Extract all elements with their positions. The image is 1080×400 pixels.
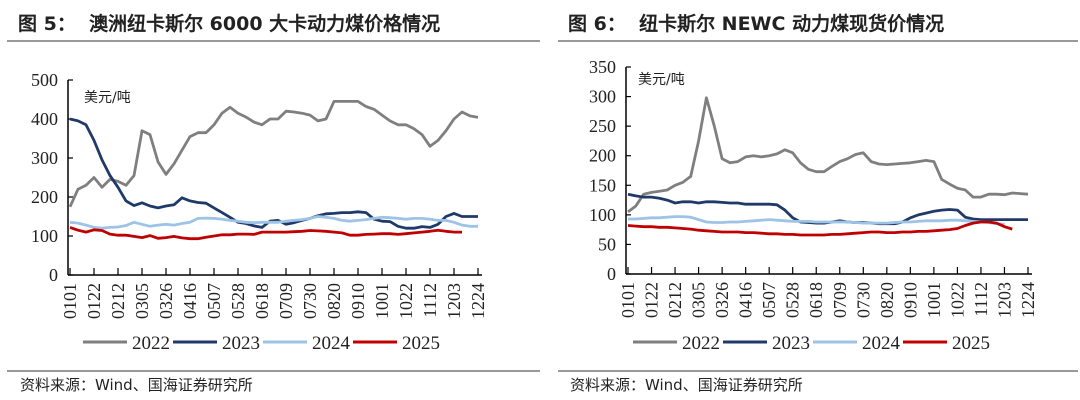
x-tick-label: 1112 xyxy=(971,282,991,317)
x-tick-label: 0820 xyxy=(877,282,897,318)
legend-label-2025: 2025 xyxy=(952,333,990,354)
x-tick-label: 0730 xyxy=(300,283,320,319)
series-line-2024 xyxy=(628,215,1005,226)
series-line-2025 xyxy=(627,220,1013,237)
x-tick-label: 0618 xyxy=(252,283,272,319)
y-unit-label-right: 美元/吨 xyxy=(638,72,685,88)
x-tick-label: 0528 xyxy=(228,283,248,319)
series-line-2025 xyxy=(69,226,462,241)
y-tick-label: 100 xyxy=(31,226,58,246)
x-tick-label: 0326 xyxy=(712,282,732,318)
y-tick-label: 250 xyxy=(589,116,616,136)
legend-label-2023: 2023 xyxy=(222,333,260,354)
series-line-2022 xyxy=(68,100,479,208)
source-note-right: 资料来源：Wind、国海证券研究所 xyxy=(570,376,803,394)
y-tick-label: 0 xyxy=(49,265,58,285)
x-tick-label: 0305 xyxy=(689,282,709,318)
series-line-2022 xyxy=(627,96,1029,214)
y-tick-label: 500 xyxy=(31,70,58,90)
legend-label-2025: 2025 xyxy=(402,333,440,354)
legend-label-2024: 2024 xyxy=(312,333,351,354)
x-tick-label: 1203 xyxy=(994,282,1014,318)
x-tick-label: 0416 xyxy=(736,282,756,318)
x-tick-label: 0507 xyxy=(204,283,224,319)
x-tick-label: 1022 xyxy=(396,283,416,319)
x-tick-label: 0528 xyxy=(783,282,803,318)
series-line-2023 xyxy=(627,192,1028,226)
legend-label-2024: 2024 xyxy=(862,333,901,354)
legend-label-2022: 2022 xyxy=(682,333,720,354)
x-tick-label: 0730 xyxy=(853,282,873,318)
x-tick-label: 0101 xyxy=(60,283,80,319)
x-tick-label: 1022 xyxy=(947,282,967,318)
chart-left: 0 100 200 300 400 500 0101 0122 0212 0305 0326 0416… xyxy=(31,70,488,354)
chart-title-left: 图 5： 澳洲纽卡斯尔 6000 大卡动力煤价格情况 xyxy=(18,12,440,35)
x-tick-label: 1224 xyxy=(468,283,488,319)
x-tick-label: 0820 xyxy=(324,283,344,319)
x-tick-label: 1112 xyxy=(420,283,440,318)
y-unit-label-left: 美元/吨 xyxy=(84,90,131,106)
y-tick-label: 50 xyxy=(598,234,616,254)
y-tick-label: 350 xyxy=(589,57,616,77)
source-note-left: 资料来源：Wind、国海证券研究所 xyxy=(20,376,253,394)
y-tick-label: 300 xyxy=(31,148,58,168)
y-tick-label: 200 xyxy=(31,187,58,207)
series-line-2024 xyxy=(69,215,478,230)
series-line-2023 xyxy=(69,117,478,230)
x-tick-label: 1203 xyxy=(444,283,464,319)
x-tick-label: 1001 xyxy=(924,282,944,318)
x-tick-label: 1001 xyxy=(372,283,392,319)
x-tick-label: 0305 xyxy=(132,283,152,319)
chart-title-right: 图 6： 纽卡斯尔 NEWC 动力煤现货价情况 xyxy=(568,12,944,35)
x-tick-label: 1224 xyxy=(1018,282,1038,318)
x-tick-label: 0122 xyxy=(642,282,662,318)
x-tick-label: 0416 xyxy=(180,283,200,319)
x-tick-label: 0212 xyxy=(108,283,128,319)
x-tick-label: 0212 xyxy=(665,282,685,318)
y-tick-label: 150 xyxy=(589,175,616,195)
y-tick-label: 300 xyxy=(589,87,616,107)
x-tick-label: 0618 xyxy=(806,282,826,318)
y-tick-label: 200 xyxy=(589,146,616,166)
legend-label-2022: 2022 xyxy=(132,333,170,354)
x-tick-label: 0122 xyxy=(84,283,104,319)
x-tick-label: 0101 xyxy=(618,282,638,318)
x-tick-label: 0709 xyxy=(830,282,850,318)
x-tick-label: 0709 xyxy=(276,283,296,319)
chart-right: 0 50 100 150 200 250 300 350 0101 0122 0212 0305 032… xyxy=(589,57,1038,354)
y-tick-label: 0 xyxy=(607,264,616,284)
x-tick-label: 0507 xyxy=(759,282,779,318)
x-tick-label: 0326 xyxy=(156,283,176,319)
x-tick-label: 0910 xyxy=(900,282,920,318)
x-tick-label: 0910 xyxy=(348,283,368,319)
legend-label-2023: 2023 xyxy=(772,333,810,354)
y-tick-label: 100 xyxy=(589,205,616,225)
y-tick-label: 400 xyxy=(31,109,58,129)
